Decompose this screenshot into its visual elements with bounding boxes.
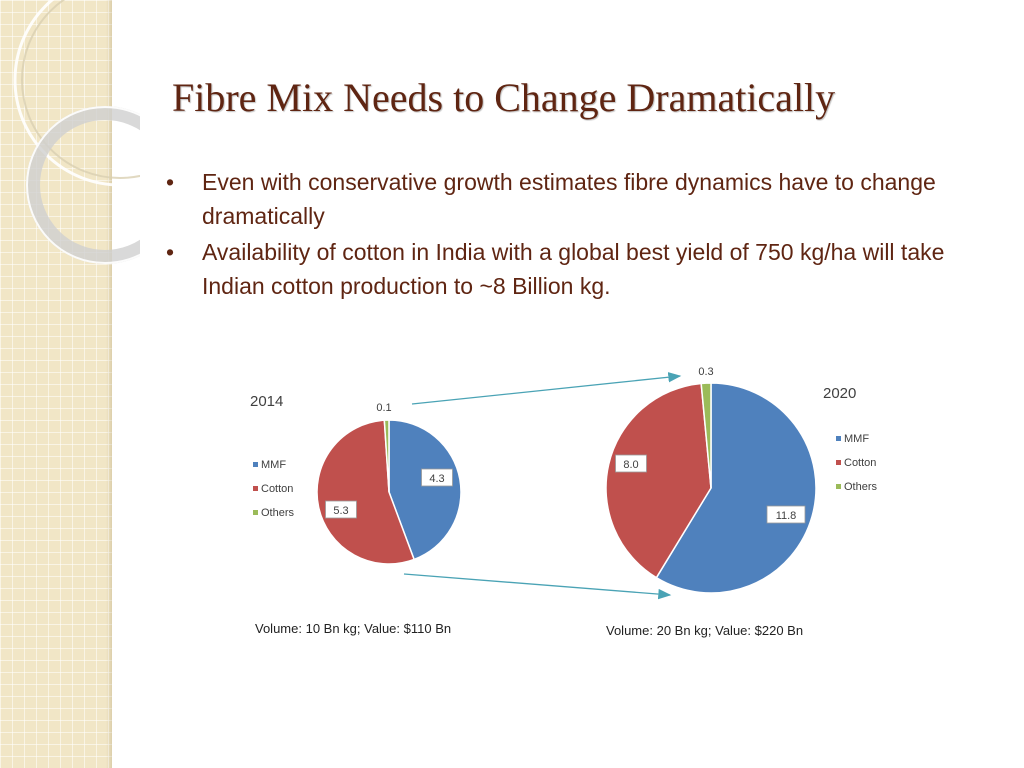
caption-2020: Volume: 20 Bn kg; Value: $220 Bn	[606, 623, 803, 638]
bullet-marker: •	[166, 239, 175, 265]
bullet-marker: •	[166, 169, 175, 195]
data-label-box	[421, 468, 453, 487]
pie-slice-cotton-2020	[605, 382, 712, 579]
data-label-others-2014: 0.1	[376, 402, 391, 414]
legend-swatch-others	[836, 484, 841, 489]
data-label-mmf-2020: 11.8	[776, 510, 797, 522]
legend-swatch-cotton	[253, 486, 258, 491]
pie-slice-mmf-2014	[388, 419, 462, 561]
data-label-cotton-2020: 8.0	[623, 459, 638, 471]
comparison-arrows	[403, 372, 682, 600]
pie-slice-mmf-2020	[655, 382, 817, 594]
bullet-text: Even with conservative growth estimates …	[202, 169, 936, 229]
legend-swatch-others	[253, 510, 258, 515]
arrow-total-growth	[403, 573, 672, 600]
data-label-others-2020: 0.3	[698, 366, 713, 378]
legend-2020: MMF Cotton Others	[836, 433, 878, 493]
legend-label-cotton: Cotton	[844, 457, 876, 469]
legend-label-others: Others	[844, 481, 878, 493]
bullet-item: • Even with conservative growth estimate…	[160, 165, 970, 233]
legend-swatch-mmf	[836, 436, 841, 441]
decorative-rings	[13, 0, 140, 264]
chart-title-2020: 2020	[823, 385, 856, 402]
legend-label-cotton: Cotton	[261, 483, 293, 495]
chart-2020: 2020 11.8 8.0 0.3 MMF Cotton Others Volume: …	[605, 366, 878, 638]
chart-2014: 2014 4.3 5.3 0.1 MMF Cotton Others Volume: 1…	[250, 393, 462, 636]
data-label-mmf-2014: 4.3	[429, 473, 444, 485]
legend-label-mmf: MMF	[261, 459, 286, 471]
pie-slice-others-2014	[383, 419, 390, 493]
pie-slice-cotton-2014	[316, 419, 416, 565]
data-label-cotton-2014: 5.3	[333, 505, 348, 517]
slices-2014: 4.3 5.3 0.1	[316, 402, 462, 565]
arrow-others-growth	[411, 372, 682, 405]
slide-title: Fibre Mix Needs to Change Dramatically	[172, 75, 836, 120]
chart-title-2014: 2014	[250, 393, 283, 410]
legend-swatch-mmf	[253, 462, 258, 467]
bullet-text: Availability of cotton in India with a g…	[202, 239, 945, 299]
bullet-item: • Availability of cotton in India with a…	[160, 235, 970, 303]
data-label-box	[615, 454, 647, 473]
legend-label-others: Others	[261, 507, 295, 519]
caption-2014: Volume: 10 Bn kg; Value: $110 Bn	[255, 621, 451, 636]
legend-2014: MMF Cotton Others	[253, 459, 295, 519]
legend-label-mmf: MMF	[844, 433, 869, 445]
slices-2020: 11.8 8.0 0.3	[605, 366, 817, 594]
legend-swatch-cotton	[836, 460, 841, 465]
data-label-box	[325, 500, 357, 519]
pie-slice-others-2020	[700, 382, 712, 489]
bullet-list: • Even with conservative growth estimate…	[160, 165, 970, 305]
data-label-box	[766, 505, 806, 524]
